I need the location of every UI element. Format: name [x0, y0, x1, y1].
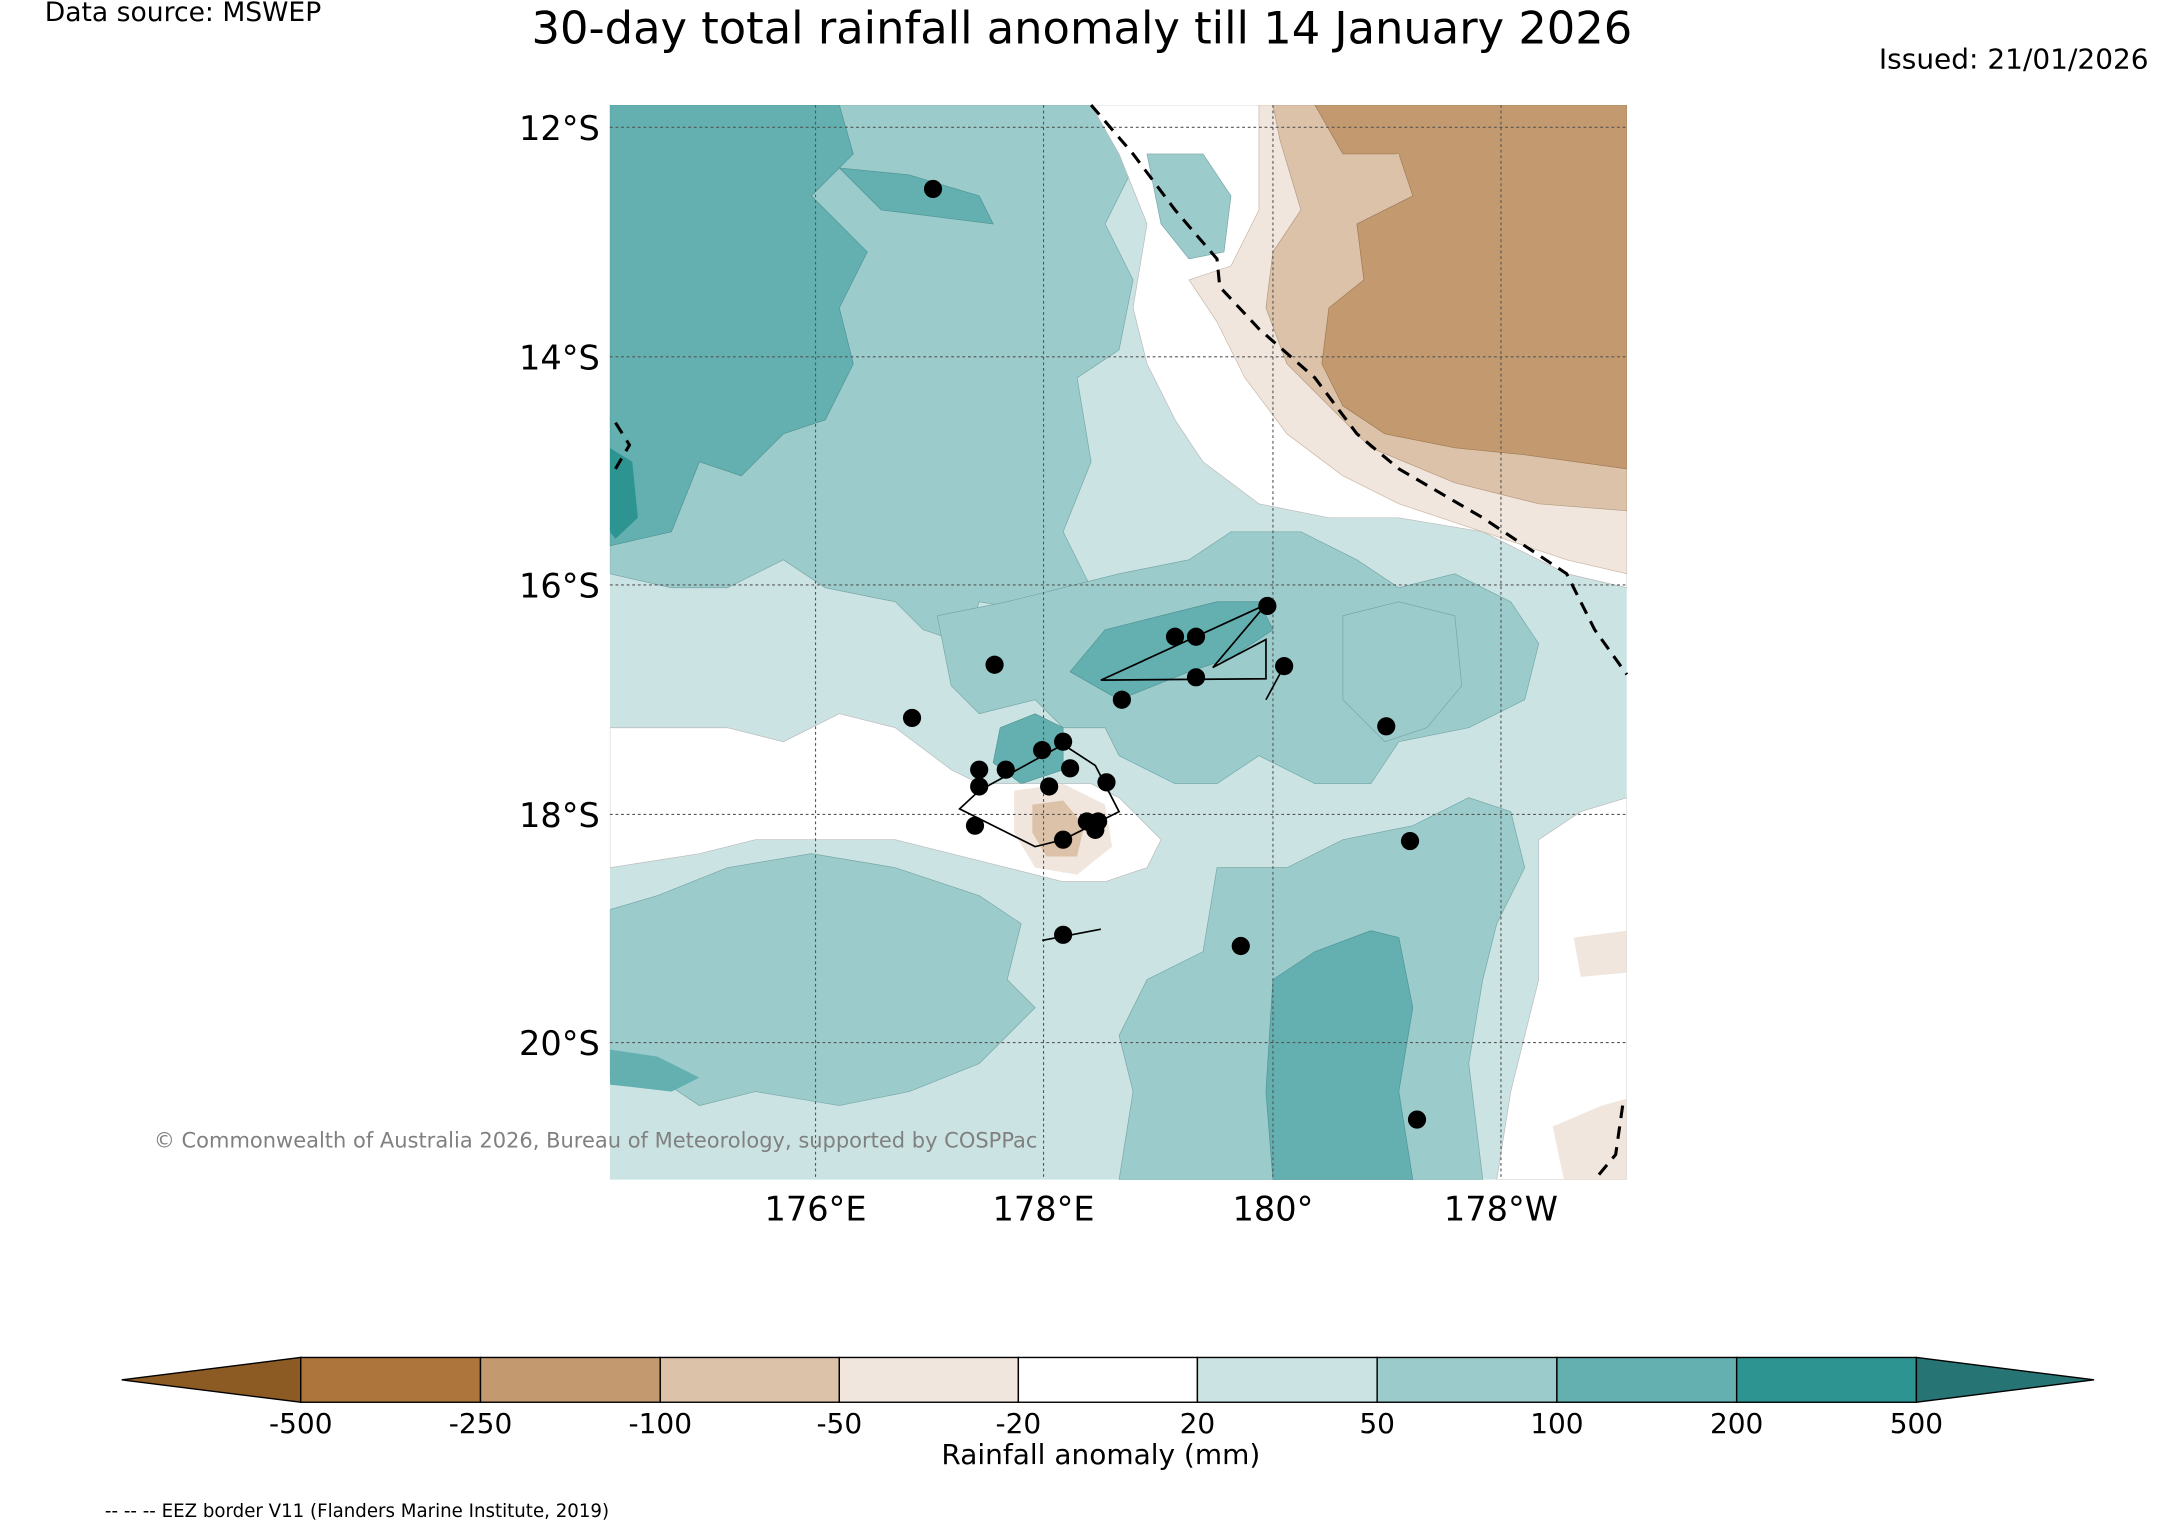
eez-border [614, 103, 1629, 1181]
anomaly-zone-100-200-north [838, 167, 994, 225]
station-markers [902, 179, 1427, 1129]
colorbar-label: Rainfall anomaly (mm) [941, 1437, 1261, 1471]
colorbar-tick: -250 [448, 1406, 513, 1441]
colorbar-tick: 20 [1179, 1406, 1216, 1441]
anomaly-zone-50-100-east [1342, 601, 1463, 743]
data-source-label: Data source: MSWEP [44, 0, 322, 28]
graticule [609, 104, 1627, 1180]
lat-label-12s: 12°S [518, 109, 600, 149]
copyright-notice: © Commonwealth of Australia 2026, Bureau… [153, 1127, 1038, 1154]
colorbar-bin-m20-20 [1017, 1356, 1199, 1403]
colorbar [121, 1356, 2095, 1404]
anomaly-zone-100-200-west [609, 104, 868, 547]
anomaly-zone-minus50-minus20-southeast-2 [1552, 1098, 1627, 1180]
issued-date: Issued: 21/01/2026 [1878, 41, 2149, 76]
colorbar-extend-low [121, 1356, 302, 1404]
colorbar-tick: -50 [816, 1406, 863, 1441]
colorbar-extend-high [1915, 1356, 2095, 1404]
map-title: 30-day total rainfall anomaly till 14 Ja… [531, 1, 1633, 55]
lon-label-176e: 176°E [764, 1189, 867, 1229]
colorbar-bin-50-100 [1376, 1356, 1558, 1403]
lon-label-178e: 178°E [992, 1189, 1095, 1229]
colorbar-bin-m50-m20 [838, 1356, 1020, 1403]
lat-label-18s: 18°S [518, 796, 600, 836]
lat-label-14s: 14°S [518, 338, 600, 378]
colorbar-tick: 50 [1359, 1406, 1395, 1441]
colorbar-tick: -100 [628, 1406, 692, 1441]
colorbar-tick: 100 [1530, 1406, 1584, 1441]
colorbar-tick: -20 [995, 1406, 1042, 1441]
lon-label-178w: 178°W [1443, 1189, 1558, 1229]
eez-legend-note: -- -- -- EEZ border V11 (Flanders Marine… [104, 1501, 610, 1523]
colorbar-tick: 500 [1889, 1406, 1944, 1441]
anomaly-zone-minus50-minus20-east-2 [1573, 930, 1627, 977]
lon-label-180: 180° [1232, 1189, 1314, 1229]
anomaly-zone-100-200-southwest [609, 1049, 700, 1092]
anomaly-zone-neutral-east-edge [1496, 797, 1627, 1180]
anomaly-zone-minus250-minus100-northeast [1314, 104, 1627, 470]
lat-label-20s: 20°S [518, 1024, 600, 1064]
colorbar-bin-100-200 [1556, 1356, 1738, 1403]
colorbar-bin-20-50 [1196, 1356, 1378, 1403]
colorbar-bin-200-500 [1735, 1356, 1918, 1403]
colorbar-bin-m500-m250 [300, 1356, 482, 1403]
colorbar-bin-m250-m100 [479, 1356, 661, 1403]
rainfall-anomaly-field [609, 104, 1627, 1180]
lat-label-16s: 16°S [518, 566, 600, 606]
anomaly-zone-50-100-northeast-patch [1146, 153, 1232, 260]
colorbar-tick: 200 [1709, 1406, 1764, 1441]
anomaly-zone-100-200-vanua-levu [1069, 601, 1274, 701]
anomaly-zone-minus100-minus50-pocket [1342, 153, 1406, 217]
colorbar-bin-m100-m50 [659, 1356, 841, 1403]
anomaly-zone-100-200-southeast [1265, 930, 1414, 1180]
anomaly-zone-200-500-west [609, 447, 638, 539]
colorbar-tick: -500 [269, 1406, 333, 1441]
